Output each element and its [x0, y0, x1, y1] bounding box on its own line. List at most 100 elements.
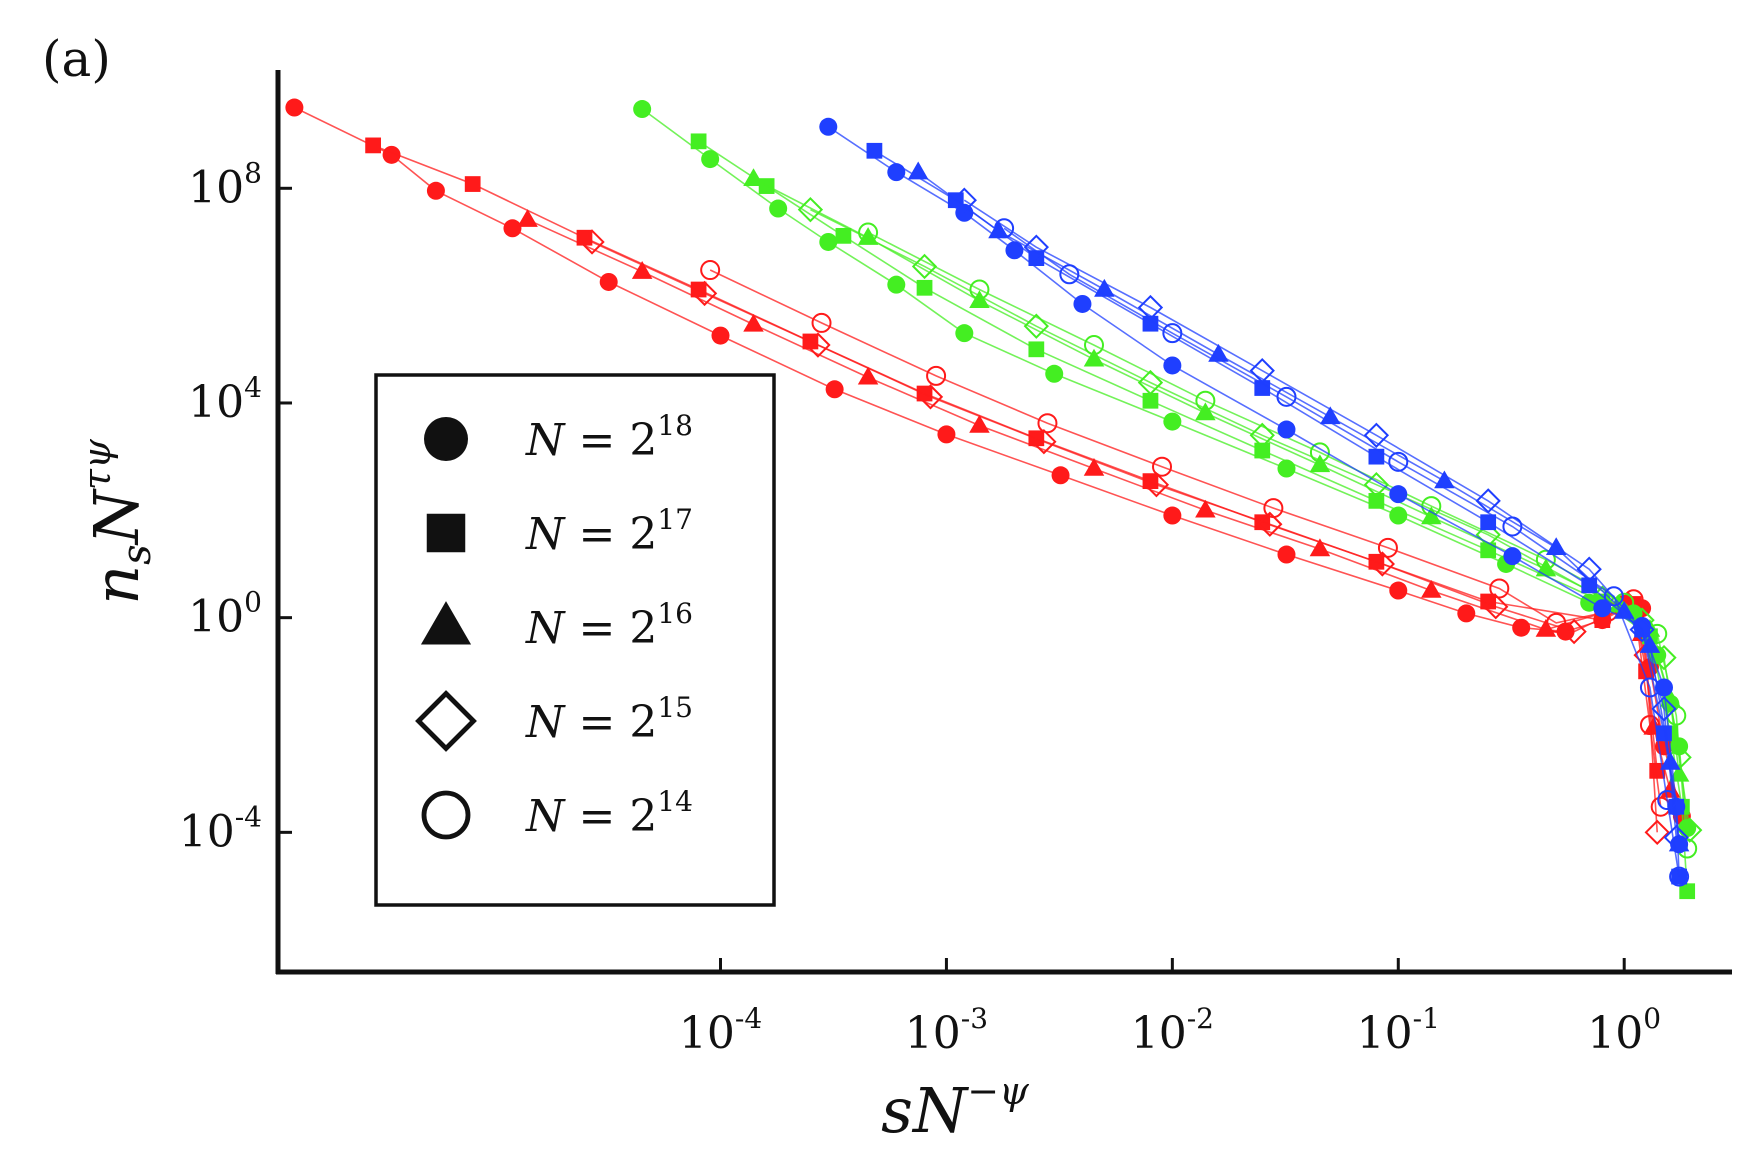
data-point [1263, 498, 1284, 519]
legend-marker [420, 601, 472, 645]
data-layer [285, 98, 1703, 900]
data-point [1644, 819, 1670, 846]
data-point [1546, 612, 1567, 633]
series-3 [579, 229, 1670, 846]
data-point [1535, 549, 1556, 570]
data-point [969, 279, 990, 300]
data-point [858, 222, 879, 243]
data-point [633, 100, 652, 119]
y-axis-label: nsNτψ [75, 438, 160, 605]
x-tick-label: 10-2 [1131, 1002, 1214, 1059]
data-point [994, 218, 1015, 239]
data-point [1152, 456, 1173, 477]
data-point [1083, 457, 1105, 476]
data-point [1195, 402, 1216, 421]
legend-label: N = 218 [525, 409, 693, 466]
series-5 [633, 100, 1697, 838]
y-tick-label: 108 [188, 156, 262, 213]
data-point [1276, 386, 1297, 407]
data-point [835, 227, 852, 244]
series-line [709, 269, 1662, 807]
legend-label: N = 216 [525, 597, 693, 654]
legend-entry: N = 217 [426, 503, 693, 560]
series-6 [690, 133, 1696, 900]
data-point [1369, 551, 1395, 577]
x-axis-ticks: 10-4 10-3 10-2 10-1 100 [679, 958, 1661, 1059]
data-point [1502, 516, 1523, 537]
data-point [825, 380, 844, 399]
y-tick-label: 104 [188, 371, 262, 428]
legend-marker [421, 790, 471, 840]
data-point [1657, 790, 1678, 811]
data-point [911, 253, 938, 280]
data-point [1421, 579, 1442, 598]
data-point [1277, 459, 1296, 478]
data-point [1277, 545, 1296, 564]
data-point [1045, 364, 1064, 383]
data-point [819, 232, 838, 251]
legend-box [374, 373, 776, 907]
data-point [1421, 496, 1442, 517]
data-point [1389, 581, 1408, 600]
data-point [691, 280, 718, 307]
legend-label: N = 215 [525, 691, 693, 748]
data-point [1277, 420, 1296, 439]
data-point [1368, 448, 1385, 465]
data-point [1389, 506, 1408, 525]
y-tick-label: 100 [188, 586, 262, 643]
data-point [1208, 343, 1229, 362]
y-tick-label: 10-4 [179, 800, 262, 857]
data-point [1163, 506, 1182, 525]
series-13 [951, 187, 1689, 851]
series-line [963, 199, 1678, 838]
data-point [1051, 466, 1070, 485]
data-point [1309, 442, 1330, 463]
series-11 [866, 142, 1687, 885]
legend-marker [424, 417, 468, 461]
x-tick-label: 10-4 [679, 1002, 762, 1059]
data-point [1309, 454, 1331, 473]
data-point [1023, 234, 1049, 260]
data-point [1249, 422, 1275, 448]
data-point [503, 219, 522, 238]
data-point [1388, 451, 1409, 472]
x-tick-label: 100 [1587, 1002, 1661, 1059]
data-point [365, 137, 381, 154]
data-point [1489, 578, 1510, 599]
data-point [857, 366, 879, 385]
data-point [1023, 313, 1049, 339]
series-line [917, 171, 1680, 845]
legend-entry: N = 218 [424, 409, 693, 466]
legend-entry: N = 214 [421, 785, 693, 842]
data-point [464, 176, 481, 192]
data-point [1639, 635, 1661, 653]
data-point [1083, 348, 1105, 367]
data-point [1137, 369, 1164, 396]
data-point [951, 187, 977, 213]
data-point [1059, 264, 1080, 285]
legend-label: N = 214 [525, 785, 693, 842]
series-line [810, 208, 1691, 831]
data-point [426, 181, 445, 200]
data-point [1663, 824, 1689, 851]
series-10 [819, 117, 1689, 854]
data-point [937, 425, 956, 444]
data-point [1309, 538, 1331, 557]
data-point [769, 199, 788, 218]
legend-marker [426, 513, 466, 553]
data-point [1593, 599, 1612, 618]
data-point [1576, 556, 1602, 582]
data-point [1028, 341, 1045, 358]
data-point [1639, 715, 1660, 736]
series-9 [858, 222, 1698, 859]
x-axis-title: sN−ψ [881, 1069, 1030, 1147]
data-point [1629, 616, 1655, 643]
data-point [1475, 522, 1501, 548]
data-point [1535, 618, 1557, 637]
data-point [969, 414, 990, 433]
data-point [1249, 358, 1275, 384]
data-point [1163, 412, 1182, 431]
series-12 [907, 161, 1690, 852]
data-point [955, 324, 974, 343]
